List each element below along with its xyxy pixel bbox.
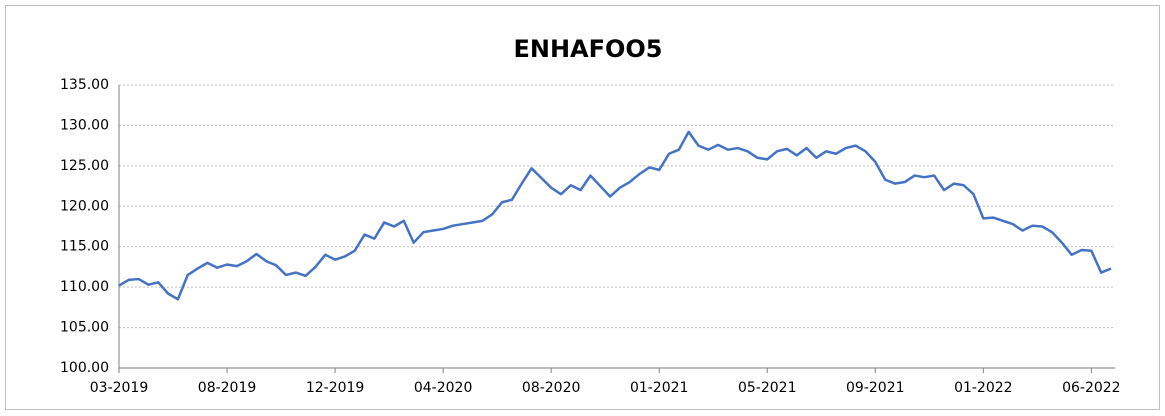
x-tick-label: 12-2019 [306, 380, 365, 396]
chart-frame [5, 5, 1160, 410]
x-tick-label: 09-2021 [846, 380, 905, 396]
y-tick-label: 110.00 [60, 279, 109, 295]
y-tick-label: 135.00 [60, 77, 109, 93]
y-tick-label: 100.00 [60, 360, 109, 376]
data-line [118, 130, 1112, 301]
y-tick-label: 125.00 [60, 158, 109, 174]
x-tick-label: 04-2020 [414, 380, 473, 396]
x-tick-label: 08-2019 [198, 380, 257, 396]
x-tick-label: 08-2020 [522, 380, 581, 396]
y-tick-label: 115.00 [60, 239, 109, 255]
y-tick-label: 105.00 [60, 320, 109, 336]
y-tick-label: 120.00 [60, 198, 109, 214]
x-tick-label: 01-2022 [954, 380, 1013, 396]
x-tick-label: 06-2022 [1062, 380, 1121, 396]
x-tick-label: 01-2021 [630, 380, 689, 396]
y-tick-label: 130.00 [60, 117, 109, 133]
x-tick-label: 03-2019 [90, 380, 149, 396]
chart-title: ENHAFOO5 [513, 35, 662, 63]
x-tick-label: 05-2021 [738, 380, 797, 396]
